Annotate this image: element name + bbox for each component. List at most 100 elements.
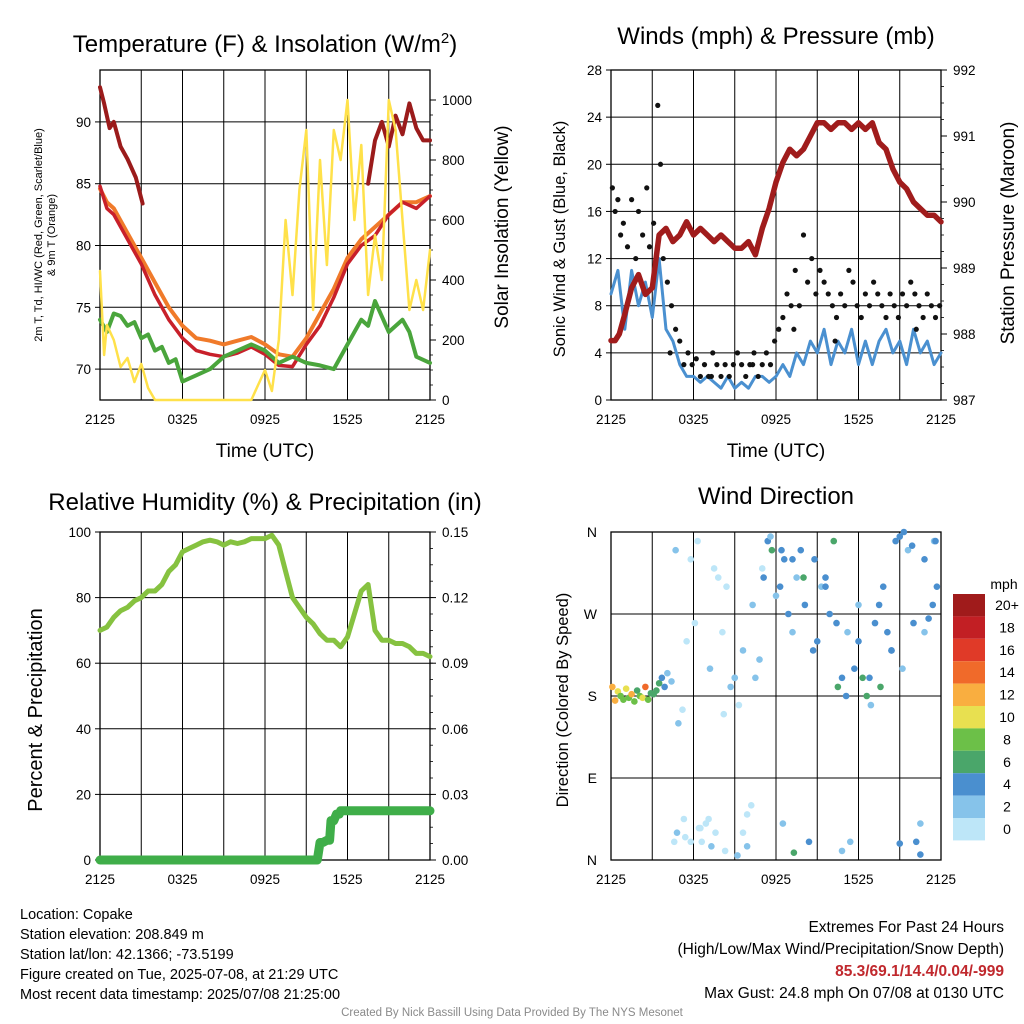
y2-tick-label: 600 [442,213,465,228]
y-tick-label: 60 [76,656,91,671]
max-gust-text: Max Gust: 24.8 mph On 07/08 at 0130 UTC [704,985,1004,1002]
direction-point [683,638,690,645]
y-axis-label: Direction (Colored By Speed) [554,593,572,808]
direction-point [767,533,774,540]
series-line-precip [95,806,435,865]
colorbar: mph 20+ 18 16 14 12 10 8 6 4 2 0 [953,576,1019,841]
direction-point [642,683,649,691]
direction-point [921,556,928,563]
colorbar-cell [953,616,985,639]
colorbar-label: 2 [1003,799,1011,815]
credit-text: Created By Nick Bassill Using Data Provi… [341,1007,683,1019]
x-tick-label: 2125 [596,872,626,887]
gust-point [646,244,653,250]
direction-point [691,619,699,627]
y-tick-label: 16 [587,204,602,219]
direction-point [633,687,641,694]
colorbar-cell [953,683,985,706]
gust-point [791,326,797,332]
x-tick-label: 2125 [596,412,626,427]
gust-point [743,373,749,380]
direction-point [833,619,840,627]
direction-point [834,683,842,691]
y2-tick-label: 988 [953,327,976,342]
gust-point [657,161,664,167]
y2-tick-label: 0.06 [442,722,468,737]
gust-point [635,208,642,215]
x-axis-label: Time (UTC) [727,441,826,462]
direction-point [830,537,838,545]
direction-point [655,679,663,687]
direction-point [846,838,854,846]
direction-point [908,542,916,549]
gust-point [912,291,918,297]
colorbar-cell [953,818,985,841]
direction-point [705,815,712,823]
gust-point [718,373,724,380]
direction-point [727,683,734,691]
y-tick-label: S [588,688,597,704]
colorbar-cell [953,661,985,684]
gust-point [784,291,790,297]
direction-point [706,665,714,672]
y2-tick-label: 0 [442,393,450,408]
gust-point [739,362,745,368]
series-line-red [98,184,432,369]
direction-point [877,683,884,691]
direction-point [776,583,784,590]
y-axis-label: 2m T, Td, HI/WC (Red, Green, Scarlet/Blu… [33,128,45,342]
gust-point [620,220,626,226]
direction-point [694,537,701,545]
gust-point [609,185,615,191]
gust-point [920,314,926,321]
panel-wind-direction: N E S W N Wind Direction 2125 0325 0925 1525 2125 D… [554,483,956,887]
direction-point [611,697,619,704]
direction-point [855,601,862,609]
direction-point [932,537,939,545]
gust-point [800,232,807,238]
direction-point [675,720,682,727]
y-tick-label: 85 [76,177,91,192]
gust-point [788,303,794,309]
direction-point [622,685,630,693]
direction-point [749,601,756,609]
direction-point [917,851,924,858]
y2-tick-label: 200 [442,333,465,348]
direction-point [731,674,739,682]
colorbar-unit: mph [990,576,1017,592]
direction-point [739,829,747,836]
direction-point [896,840,904,847]
direction-point [801,601,809,609]
direction-point [698,838,706,846]
direction-point [644,696,652,703]
gust-point [763,350,769,356]
gust-point [708,373,714,380]
gust-point [850,279,856,285]
gust-point [924,291,930,297]
direction-point [866,674,873,682]
gust-point [668,303,675,309]
gust-point [726,373,732,380]
gust-point [673,326,679,332]
direction-point [719,628,726,636]
gust-point [805,279,811,285]
y-tick-label: 4 [594,346,602,361]
x-tick-label: 1525 [332,872,362,887]
extremes-info: Extremes For Past 24 Hours (High/Low/Max… [678,917,1005,1005]
series-line-rh [97,532,433,660]
colorbar-cell [953,706,985,729]
gust-point [932,314,939,321]
gust-point [772,338,778,344]
y2-tick-label: 0.15 [442,525,468,540]
y2-tick-label: 990 [953,195,976,210]
direction-point [673,829,681,836]
y-tick-label: 70 [76,362,91,377]
direction-point [809,647,817,654]
direction-point [933,583,941,590]
direction-point [768,546,776,554]
direction-point [631,698,638,705]
direction-point [863,692,871,700]
gust-point [871,279,877,285]
extremes-values: 85.3/69.1/14.4/0.04/-999 [835,963,1004,980]
x-tick-label: 0925 [761,872,791,887]
